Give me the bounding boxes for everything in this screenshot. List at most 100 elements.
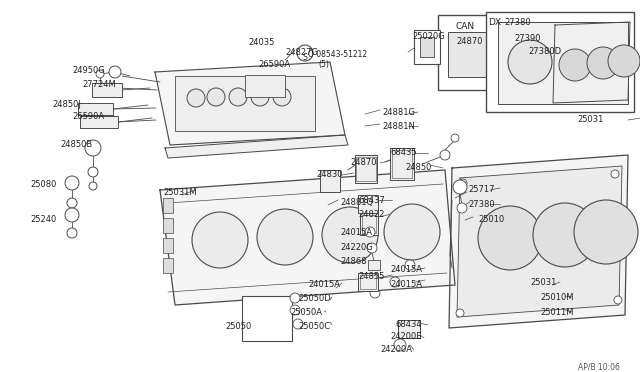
Circle shape [614,296,622,304]
Text: 24881G: 24881G [382,108,415,117]
Circle shape [293,319,303,329]
Text: 27380: 27380 [468,200,495,209]
Bar [245,75,285,97]
Text: DX: DX [488,18,501,27]
Text: 26590A: 26590A [72,112,104,121]
Text: 27390: 27390 [514,34,541,43]
Bar [163,238,173,253]
Bar [358,195,378,213]
Circle shape [508,40,552,84]
Text: 68434: 68434 [395,320,422,329]
Text: AP/B 10:06: AP/B 10:06 [578,362,620,371]
Text: 24850: 24850 [405,163,431,172]
Circle shape [608,45,640,77]
Text: 24200A: 24200A [380,345,412,354]
Text: 24870: 24870 [350,158,376,167]
Text: 25717: 25717 [468,185,495,194]
Text: 24035: 24035 [248,38,275,47]
Text: 24881N: 24881N [382,122,415,131]
Text: 25031M: 25031M [163,188,196,197]
Circle shape [440,150,450,160]
Text: 25031: 25031 [577,115,604,124]
Polygon shape [155,62,345,145]
Circle shape [192,212,248,268]
Circle shape [257,209,313,265]
Text: 25050D: 25050D [298,294,331,303]
Text: 27380: 27380 [504,18,531,27]
Text: 27380D: 27380D [528,47,561,56]
Bar [78,103,113,115]
Text: 25050A: 25050A [290,308,322,317]
Circle shape [367,243,377,253]
Circle shape [405,260,415,270]
Circle shape [67,198,77,208]
Text: 25031: 25031 [530,278,556,287]
Circle shape [251,88,269,106]
Circle shape [451,134,459,142]
Bar [163,198,173,213]
Text: 25011M: 25011M [540,308,573,317]
Circle shape [290,293,300,303]
Text: 26590A: 26590A [258,60,290,69]
Text: 25080: 25080 [30,180,56,189]
Text: Õ 08543-51212: Õ 08543-51212 [308,50,367,59]
Circle shape [384,204,440,260]
Circle shape [65,208,79,222]
Circle shape [322,207,378,263]
Bar [398,320,420,338]
Circle shape [533,203,597,267]
Text: 25010: 25010 [478,215,504,224]
Text: 68437: 68437 [358,196,385,205]
Polygon shape [457,166,622,317]
Bar [414,30,440,64]
Circle shape [574,200,638,264]
Text: (5): (5) [318,60,329,69]
Bar [355,155,377,183]
Text: 24868: 24868 [340,257,367,266]
Circle shape [67,228,77,238]
Circle shape [85,140,101,156]
Bar [438,15,498,90]
Text: 24015A: 24015A [390,280,422,289]
Bar [392,150,412,178]
Bar [362,215,376,233]
Polygon shape [160,170,455,305]
Circle shape [229,88,247,106]
Bar [175,76,315,131]
Text: 25050C: 25050C [298,322,330,331]
Text: 24855: 24855 [358,272,385,281]
Circle shape [478,206,542,270]
Text: 24870: 24870 [456,37,483,46]
Circle shape [390,277,400,287]
Bar [242,296,292,341]
Text: 24200E: 24200E [390,332,422,341]
Text: CAN: CAN [456,22,475,31]
Text: 24950G: 24950G [72,66,105,75]
Polygon shape [449,155,628,328]
Bar [358,273,378,291]
Bar [368,260,380,270]
Circle shape [370,288,380,298]
Text: 25020G: 25020G [412,32,445,41]
Text: 25010M: 25010M [540,293,573,302]
Bar [420,37,434,57]
Text: 24822: 24822 [358,210,385,219]
Bar [163,258,173,273]
Text: 68435: 68435 [390,148,417,157]
Text: 24220G: 24220G [340,243,372,252]
Bar [486,12,634,112]
Circle shape [89,182,97,190]
Circle shape [297,45,313,61]
Bar [80,116,118,128]
Circle shape [187,89,205,107]
Circle shape [207,88,225,106]
Circle shape [611,170,619,178]
Text: 27724M: 27724M [82,80,116,89]
Text: S: S [303,54,307,62]
Text: 24850B: 24850B [60,140,92,149]
Bar [163,218,173,233]
Bar [498,22,628,104]
Text: 24015A: 24015A [308,280,340,289]
Text: 24015A: 24015A [390,265,422,274]
Bar [320,170,340,192]
